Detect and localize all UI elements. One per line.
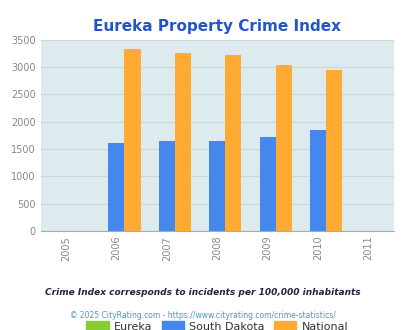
Bar	[259, 138, 275, 231]
Bar	[325, 70, 341, 231]
Title: Eureka Property Crime Index: Eureka Property Crime Index	[93, 19, 340, 34]
Legend: Eureka, South Dakota, National: Eureka, South Dakota, National	[82, 317, 352, 330]
Bar	[108, 143, 124, 231]
Bar	[158, 141, 175, 231]
Bar	[275, 65, 291, 231]
Bar	[175, 53, 190, 231]
Bar	[225, 55, 241, 231]
Bar	[124, 49, 140, 231]
Text: © 2025 CityRating.com - https://www.cityrating.com/crime-statistics/: © 2025 CityRating.com - https://www.city…	[70, 311, 335, 320]
Bar	[309, 130, 325, 231]
Bar	[209, 141, 225, 231]
Text: Crime Index corresponds to incidents per 100,000 inhabitants: Crime Index corresponds to incidents per…	[45, 287, 360, 297]
